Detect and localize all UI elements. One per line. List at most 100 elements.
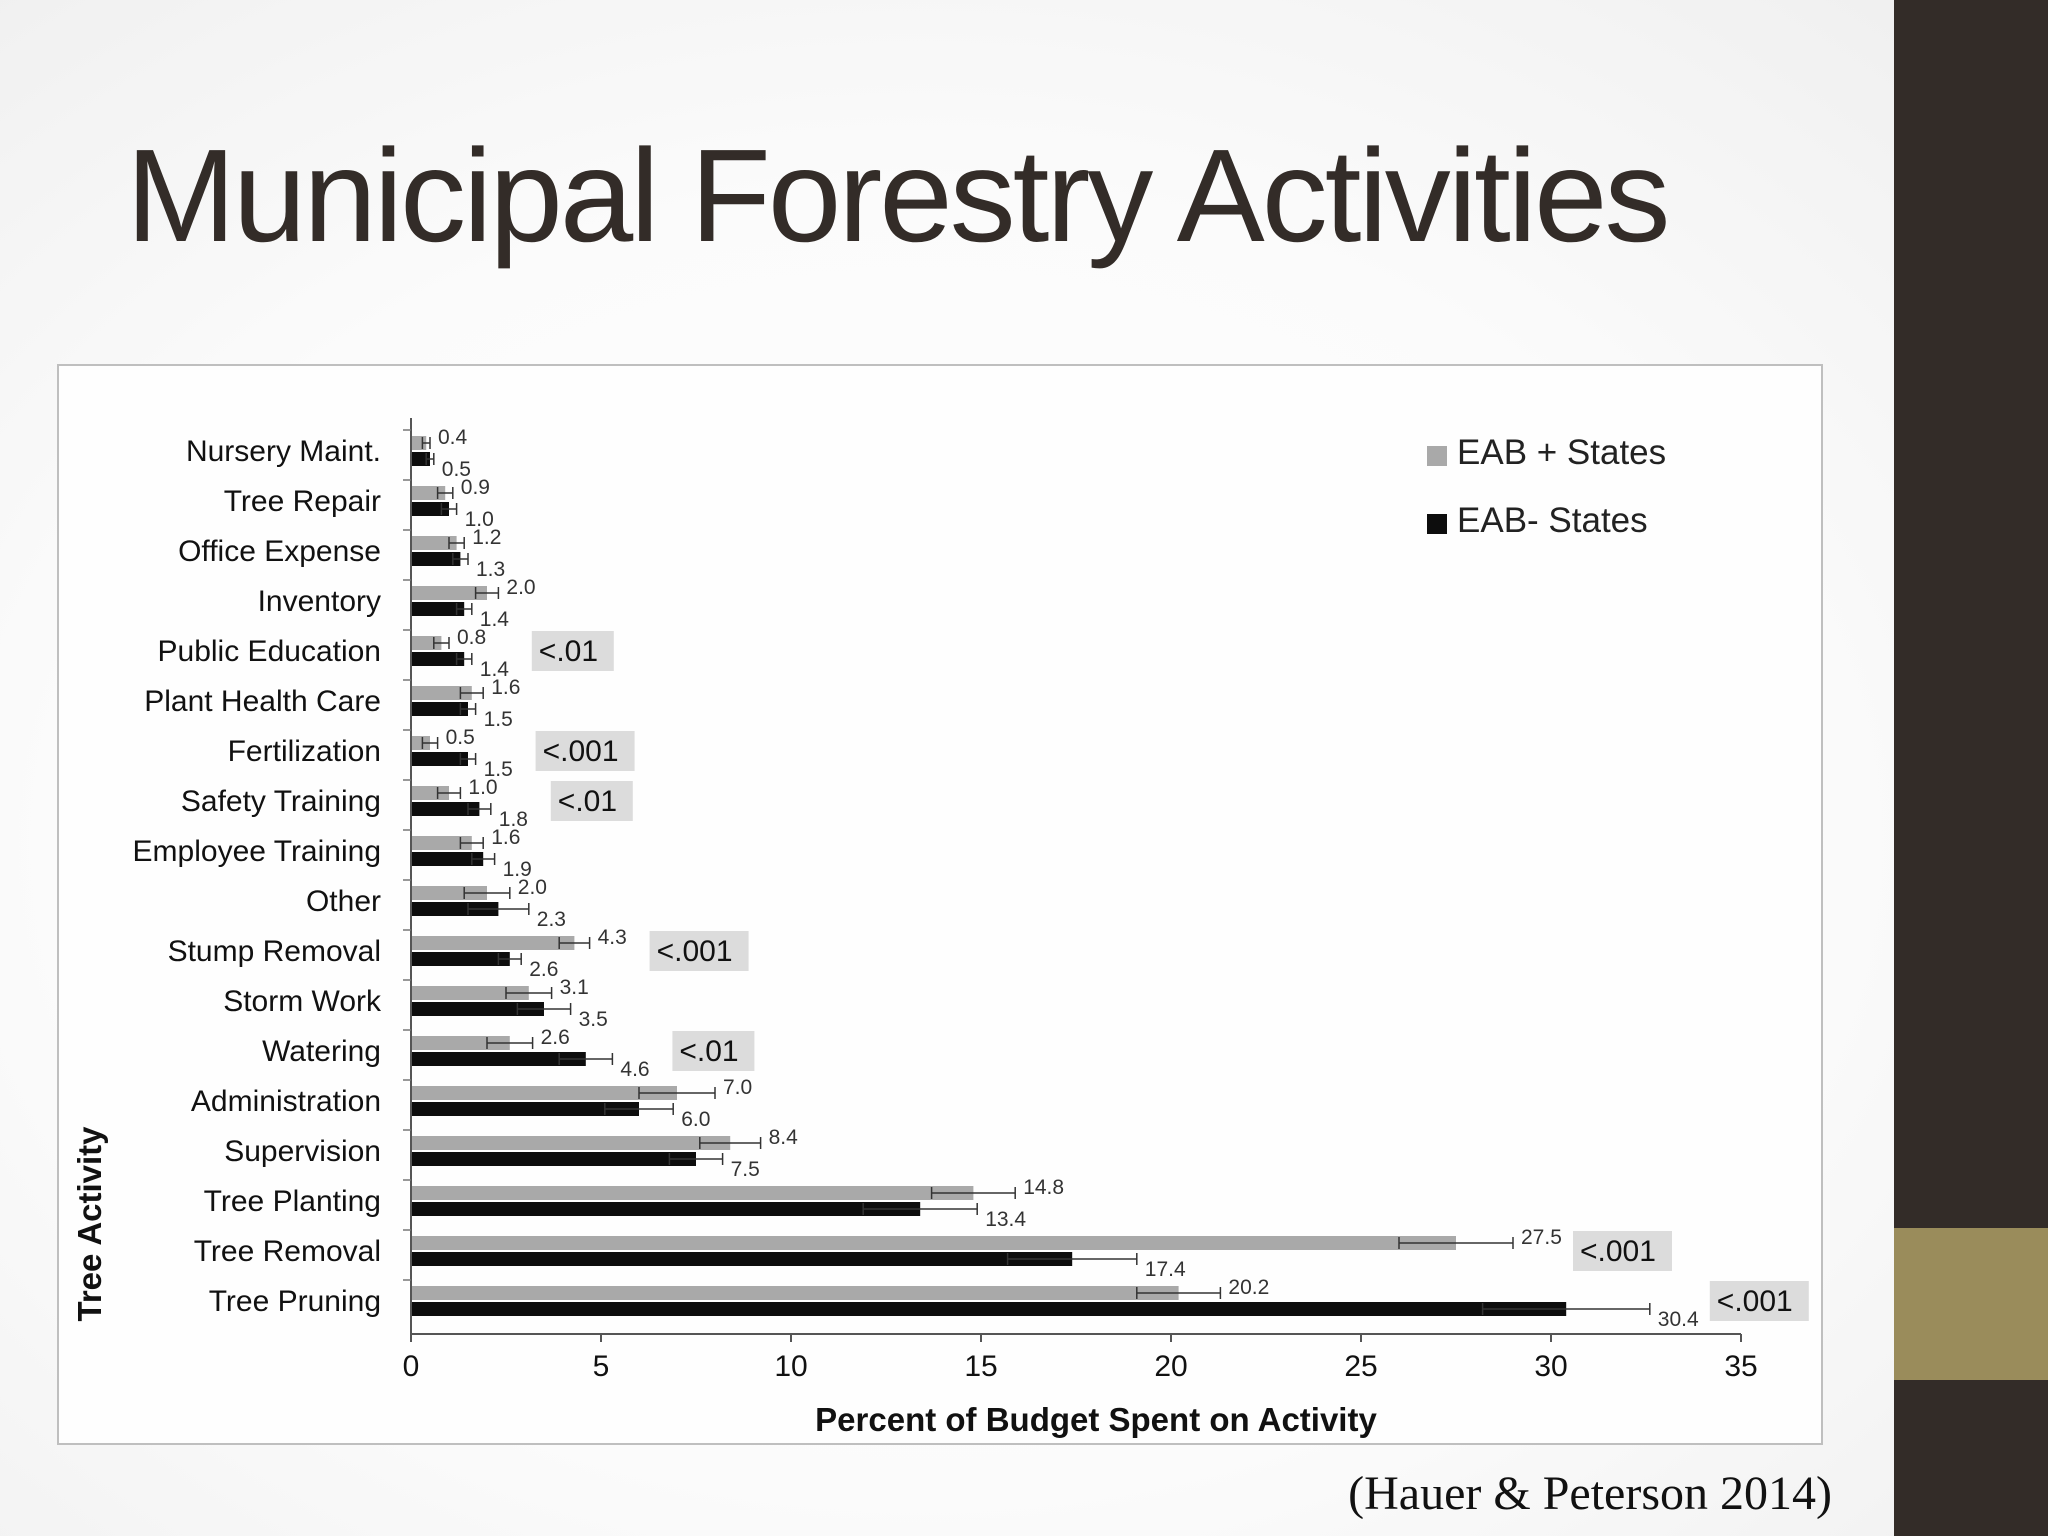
bar-eab-states-tree-planting xyxy=(411,1202,921,1216)
value-label-eab-states-storm-work: 3.1 xyxy=(560,976,589,999)
bar-eab-states-storm-work xyxy=(411,1002,544,1016)
bar-eab-states-tree-planting xyxy=(411,1186,974,1200)
value-label-eab-states-tree-removal: 27.5 xyxy=(1521,1226,1562,1249)
bar-eab-states-watering xyxy=(411,1052,586,1066)
category-label-inventory: Inventory xyxy=(258,585,381,618)
category-label-safety-training: Safety Training xyxy=(181,785,381,818)
x-tick-label-0: 0 xyxy=(403,1350,420,1383)
value-label-eab-states-fertilization: 0.5 xyxy=(446,726,475,749)
legend-label-eab-minus: EAB- States xyxy=(1457,501,1648,540)
p-value-label-watering: <.01 xyxy=(679,1035,738,1068)
x-tick-label-5: 5 xyxy=(593,1350,610,1383)
category-label-other: Other xyxy=(306,885,381,918)
chart-panel: Nursery Maint. 0.4 0.5 Tree Repair 0.9 1.0 Off… xyxy=(57,364,1823,1445)
bar-eab-states-office-expense xyxy=(411,536,457,550)
category-label-plant-health-care: Plant Health Care xyxy=(144,685,381,718)
p-value-box-stump-removal xyxy=(649,931,749,971)
category-label-watering: Watering xyxy=(262,1035,381,1068)
bar-eab-states-supervision xyxy=(411,1152,696,1166)
p-value-label-stump-removal: <.001 xyxy=(657,935,733,968)
value-label-eab-states-tree-repair: 1.0 xyxy=(465,508,494,531)
bar-eab-states-public-education xyxy=(411,652,465,666)
category-label-tree-planting: Tree Planting xyxy=(204,1185,381,1218)
bar-eab-states-watering xyxy=(411,1036,510,1050)
bar-eab-states-stump-removal xyxy=(411,936,575,950)
legend: EAB + States EAB- States xyxy=(1427,433,1666,540)
p-value-box-public-education xyxy=(531,631,614,671)
value-label-eab-states-office-expense: 1.2 xyxy=(472,526,501,549)
category-label-stump-removal: Stump Removal xyxy=(168,935,381,968)
value-label-eab-states-employee-training: 1.9 xyxy=(503,858,532,881)
bar-eab-states-supervision xyxy=(411,1136,731,1150)
bar-eab-states-tree-removal xyxy=(411,1236,1456,1250)
value-label-eab-states-tree-repair: 0.9 xyxy=(461,476,490,499)
bar-eab-states-other xyxy=(411,902,499,916)
bar-eab-states-other xyxy=(411,886,487,900)
value-label-eab-states-safety-training: 1.8 xyxy=(499,808,528,831)
p-value-label-tree-removal: <.001 xyxy=(1580,1235,1656,1268)
bar-eab-states-tree-pruning xyxy=(411,1286,1179,1300)
sidebar-accent xyxy=(1894,1228,2048,1380)
p-value-box-safety-training xyxy=(550,781,633,821)
value-label-eab-states-plant-health-care: 1.6 xyxy=(491,676,520,699)
value-label-eab-states-tree-planting: 13.4 xyxy=(985,1208,1026,1231)
category-label-employee-training: Employee Training xyxy=(133,835,381,868)
p-value-label-public-education: <.01 xyxy=(539,635,598,668)
value-label-eab-states-plant-health-care: 1.5 xyxy=(484,708,513,731)
value-label-eab-states-other: 2.0 xyxy=(518,876,547,899)
bar-eab-states-fertilization xyxy=(411,736,430,750)
value-label-eab-states-tree-pruning: 20.2 xyxy=(1228,1276,1269,1299)
bar-eab-states-safety-training xyxy=(411,802,480,816)
value-label-eab-states-supervision: 7.5 xyxy=(731,1158,760,1181)
category-label-supervision: Supervision xyxy=(224,1135,381,1168)
category-label-administration: Administration xyxy=(191,1085,381,1118)
value-label-eab-states-public-education: 1.4 xyxy=(480,658,510,681)
value-label-eab-states-administration: 7.0 xyxy=(723,1076,752,1099)
legend-label-eab-plus: EAB + States xyxy=(1457,433,1666,472)
x-ticks: 0 5 10 15 20 25 30 35 xyxy=(403,429,1758,1383)
bar-chart: Nursery Maint. 0.4 0.5 Tree Repair 0.9 1.0 Off… xyxy=(71,418,1809,1438)
value-label-eab-states-watering: 2.6 xyxy=(541,1026,570,1049)
value-label-eab-states-stump-removal: 4.3 xyxy=(598,926,627,949)
bar-eab-states-office-expense xyxy=(411,552,461,566)
value-label-eab-states-public-education: 0.8 xyxy=(457,626,486,649)
bar-eab-states-administration xyxy=(411,1102,639,1116)
bar-eab-states-tree-repair xyxy=(411,486,446,500)
bar-eab-states-plant-health-care xyxy=(411,686,472,700)
labels-layer: Nursery Maint. 0.4 0.5 Tree Repair 0.9 1.0 Off… xyxy=(133,426,1809,1331)
x-axis-title: Percent of Budget Spent on Activity xyxy=(815,1401,1377,1438)
category-label-tree-pruning: Tree Pruning xyxy=(209,1285,381,1318)
value-label-eab-states-tree-planting: 14.8 xyxy=(1023,1176,1064,1199)
p-value-box-fertilization xyxy=(535,731,635,771)
bar-eab-states-nursery-maint xyxy=(411,452,430,466)
value-label-eab-states-employee-training: 1.6 xyxy=(491,826,520,849)
x-tick-label-35: 35 xyxy=(1724,1350,1757,1383)
value-label-eab-states-other: 2.3 xyxy=(537,908,566,931)
category-label-tree-removal: Tree Removal xyxy=(194,1235,381,1268)
value-label-eab-states-inventory: 2.0 xyxy=(506,576,535,599)
bar-eab-states-safety-training xyxy=(411,786,449,800)
legend-swatch-eab-plus xyxy=(1427,446,1447,466)
bar-eab-states-tree-repair xyxy=(411,502,449,516)
slide-title: Municipal Forestry Activities xyxy=(126,122,1670,269)
bar-eab-states-employee-training xyxy=(411,836,472,850)
value-label-eab-states-fertilization: 1.5 xyxy=(484,758,513,781)
p-value-label-safety-training: <.01 xyxy=(558,785,617,818)
p-value-label-fertilization: <.001 xyxy=(543,735,619,768)
bar-eab-states-inventory xyxy=(411,586,487,600)
p-value-box-tree-removal xyxy=(1573,1231,1672,1271)
bar-eab-states-inventory xyxy=(411,602,465,616)
bar-eab-states-plant-health-care xyxy=(411,702,468,716)
value-label-eab-states-administration: 6.0 xyxy=(681,1108,710,1131)
bar-eab-states-administration xyxy=(411,1086,677,1100)
value-label-eab-states-nursery-maint: 0.4 xyxy=(438,426,468,449)
p-value-label-tree-pruning: <.001 xyxy=(1717,1285,1793,1318)
legend-swatch-eab-minus xyxy=(1427,514,1447,534)
value-label-eab-states-nursery-maint: 0.5 xyxy=(442,458,471,481)
value-label-eab-states-stump-removal: 2.6 xyxy=(529,958,558,981)
value-label-eab-states-inventory: 1.4 xyxy=(480,608,510,631)
p-value-box-tree-pruning xyxy=(1709,1281,1809,1321)
citation: (Hauer & Peterson 2014) xyxy=(1348,1467,1832,1520)
value-label-eab-states-safety-training: 1.0 xyxy=(468,776,497,799)
p-value-box-watering xyxy=(672,1031,755,1071)
